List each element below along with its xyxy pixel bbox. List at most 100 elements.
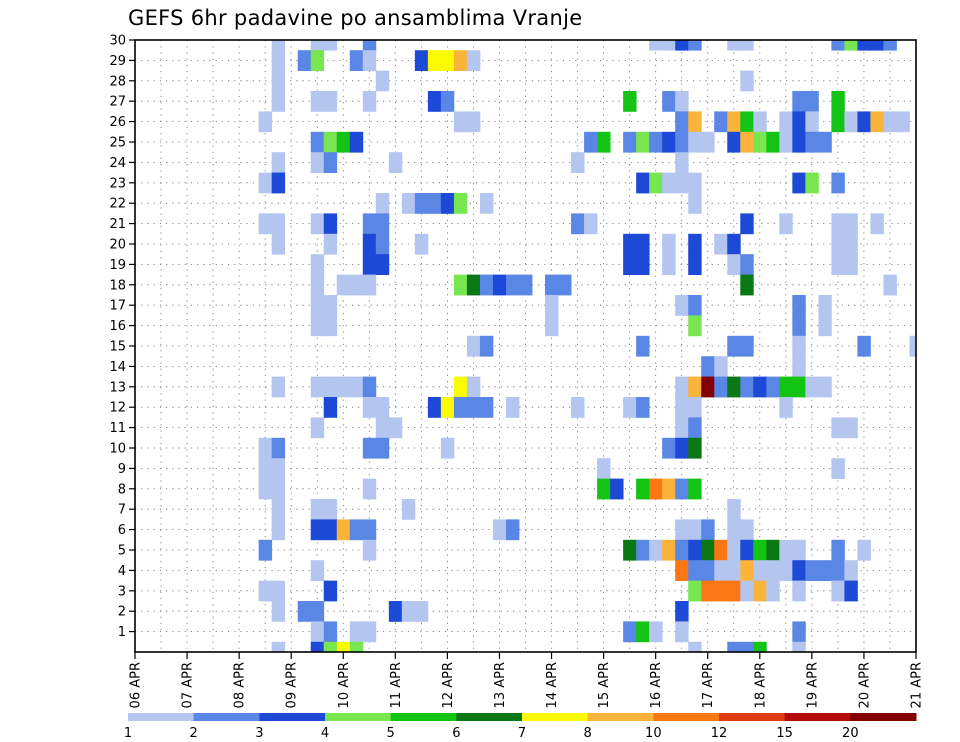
heatmap-cell <box>362 50 377 71</box>
heatmap-cell <box>662 478 676 500</box>
legend-label: 10 <box>645 726 662 741</box>
heatmap-cell <box>753 539 767 561</box>
heatmap-cell <box>336 274 351 296</box>
heatmap-cell <box>310 50 325 71</box>
heatmap-cell <box>831 254 845 275</box>
heatmap-cell <box>401 193 416 214</box>
heatmap-cell <box>675 417 689 439</box>
heatmap-cell <box>271 478 286 500</box>
heatmap-cell <box>675 376 689 398</box>
heatmap-cell <box>310 376 325 398</box>
heatmap-cell <box>349 641 364 653</box>
heatmap-cell <box>271 499 286 520</box>
legend-swatch <box>325 713 392 721</box>
heatmap-cell <box>831 172 845 194</box>
heatmap-cell <box>258 580 273 602</box>
heatmap-cell <box>271 91 286 112</box>
heatmap-cell <box>584 213 598 235</box>
x-tick-label: 08 APR <box>233 662 248 708</box>
legend-label: 2 <box>190 726 198 741</box>
x-tick-label: 12 APR <box>441 662 456 708</box>
heatmap-cell <box>753 641 767 653</box>
heatmap-cell <box>740 376 754 398</box>
heatmap-cell <box>662 437 676 459</box>
heatmap-cell <box>688 560 702 581</box>
y-tick-label: 15 <box>109 340 126 355</box>
heatmap-cell <box>662 40 676 51</box>
heatmap-cell <box>675 397 689 418</box>
heatmap-cell <box>792 315 806 337</box>
heatmap-cell <box>727 499 741 520</box>
heatmap-cell <box>362 397 377 418</box>
heatmap-cell <box>323 519 338 541</box>
legend-swatch <box>653 713 720 721</box>
heatmap-cell <box>623 233 637 255</box>
heatmap-cell <box>323 233 338 255</box>
heatmap-cell <box>466 274 481 296</box>
y-tick-label: 2 <box>118 605 126 620</box>
heatmap-cell <box>831 213 845 235</box>
heatmap-cell <box>883 111 897 133</box>
heatmap-cell <box>688 397 702 418</box>
heatmap-cell <box>831 111 845 133</box>
heatmap-cell <box>740 40 754 51</box>
heatmap-cell <box>466 335 481 357</box>
heatmap-cell <box>258 213 273 235</box>
y-tick-label: 4 <box>118 564 126 579</box>
heatmap-cell <box>636 233 650 255</box>
heatmap-cell <box>766 560 780 581</box>
heatmap-cell <box>818 376 832 398</box>
heatmap-cell <box>701 519 715 541</box>
x-tick-label: 16 APR <box>649 662 664 708</box>
heatmap-cell <box>792 172 806 194</box>
heatmap-cell <box>310 601 325 622</box>
heatmap-cell <box>701 376 715 398</box>
legend-swatch <box>587 713 654 721</box>
heatmap-cell <box>323 315 338 337</box>
heatmap-cell <box>375 254 390 275</box>
heatmap-cell <box>505 397 520 418</box>
heatmap-cell <box>310 621 325 643</box>
heatmap-cell <box>792 539 806 561</box>
heatmap-cell <box>362 376 377 398</box>
y-axis: 1234567891011121314151617181920212223242… <box>109 34 135 640</box>
legend-swatch <box>850 713 917 721</box>
heatmap-cell <box>362 91 377 112</box>
heatmap-cell <box>310 131 325 153</box>
heatmap-cell <box>375 70 390 92</box>
heatmap-cell <box>831 417 845 439</box>
heatmap-cell <box>766 580 780 602</box>
heatmap-cell <box>375 397 390 418</box>
heatmap-cell <box>388 601 403 622</box>
heatmap-cell <box>362 213 377 235</box>
x-tick-label: 15 APR <box>597 662 612 708</box>
legend-swatch <box>390 713 457 721</box>
heatmap-cell <box>792 131 806 153</box>
heatmap-cell <box>427 50 442 71</box>
heatmap-cell <box>310 519 325 541</box>
heatmap-cell <box>362 254 377 275</box>
heatmap-cell <box>779 539 793 561</box>
heatmap-cell <box>792 356 806 377</box>
y-tick-label: 20 <box>109 238 126 253</box>
heatmap-cell <box>714 111 728 133</box>
heatmap-cell <box>753 131 767 153</box>
heatmap-cell <box>727 131 741 153</box>
heatmap-cell <box>714 580 728 602</box>
heatmap-cell <box>336 376 351 398</box>
heatmap-cell <box>844 560 858 581</box>
y-tick-label: 27 <box>109 95 126 110</box>
y-tick-label: 24 <box>109 156 126 171</box>
heatmap-cell <box>453 376 468 398</box>
heatmap-cell <box>831 458 845 479</box>
heatmap-cell <box>362 437 377 459</box>
heatmap-cell <box>323 213 338 235</box>
legend-swatch <box>784 713 851 721</box>
legend-swatch <box>193 713 260 721</box>
heatmap-cell <box>714 356 728 377</box>
heatmap-cell <box>675 437 689 459</box>
heatmap-cell <box>414 601 429 622</box>
y-tick-label: 14 <box>109 360 126 375</box>
heatmap-cell <box>558 274 572 296</box>
legend-label: 8 <box>584 726 592 741</box>
